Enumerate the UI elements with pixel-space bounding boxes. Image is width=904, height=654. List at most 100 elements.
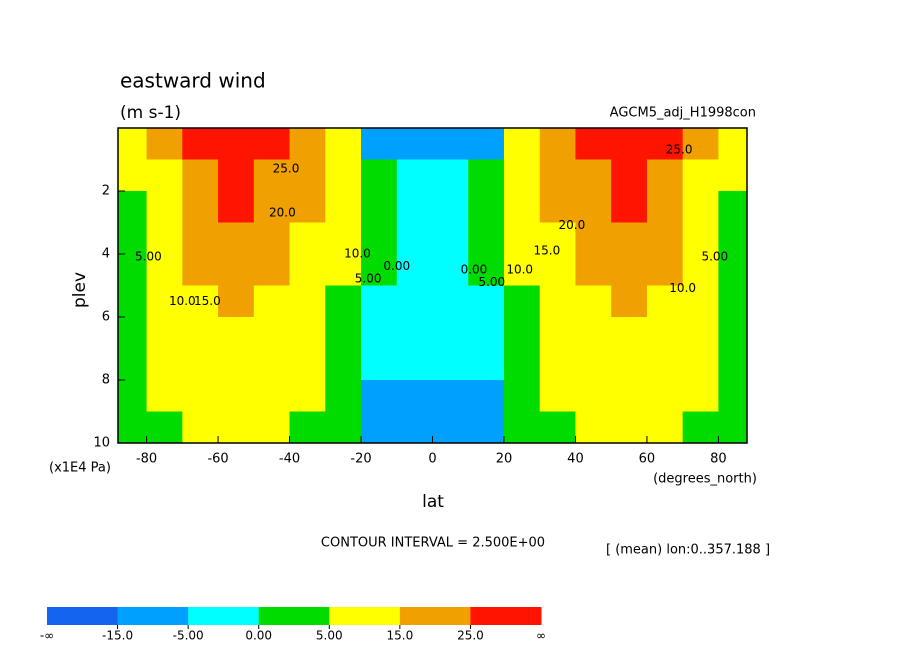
- field-cell: [718, 159, 747, 192]
- field-cell: [361, 159, 398, 192]
- field-cell: [396, 285, 433, 318]
- field-cell: [718, 348, 747, 381]
- field-cell: [396, 317, 433, 349]
- colorbar-box: [399, 607, 471, 625]
- field-cell: [182, 380, 219, 412]
- x-tick-label: -60: [207, 452, 228, 467]
- field-cell: [468, 128, 505, 160]
- contour-label: 0.00: [383, 259, 410, 273]
- field-cell: [718, 317, 747, 349]
- field-cell: [396, 380, 433, 412]
- field-cell: [432, 348, 469, 381]
- field-cell: [503, 191, 541, 223]
- field-cell: [503, 222, 541, 255]
- contour-interval: CONTOUR INTERVAL = 2.500E+00: [321, 536, 545, 551]
- field-cell: [182, 222, 219, 255]
- field-cell: [682, 380, 719, 412]
- field-cell: [646, 317, 684, 349]
- field-cell: [468, 348, 505, 381]
- field-cell: [289, 254, 326, 286]
- field-cell: [146, 191, 183, 223]
- field-cell: [325, 380, 362, 412]
- x-tick-label: -20: [350, 452, 371, 467]
- field-cell: [432, 128, 469, 160]
- field-cell: [575, 317, 612, 349]
- field-cell: [118, 380, 148, 412]
- colorbar-box: [258, 607, 330, 625]
- field-cell: [253, 380, 291, 412]
- field-cell: [218, 348, 255, 381]
- field-cell: [118, 159, 148, 192]
- field-cell: [646, 222, 684, 255]
- field-cell: [682, 159, 719, 192]
- field-cell: [646, 128, 684, 160]
- chart-subtitle: (m s-1): [120, 103, 181, 123]
- contour-label: 25.0: [273, 161, 300, 175]
- colorbar-box: [470, 607, 542, 625]
- field-cell: [253, 285, 291, 318]
- x-tick-label: 40: [567, 452, 584, 467]
- colorbar-label: 25.0: [457, 629, 484, 643]
- field-cell: [146, 285, 183, 318]
- contour-label: 5.00: [478, 275, 505, 289]
- field-cell: [575, 191, 612, 223]
- field-cell: [118, 411, 148, 443]
- field-cell: [718, 191, 747, 223]
- field-cell: [325, 159, 362, 192]
- field-cell: [396, 191, 433, 223]
- field-cell: [218, 222, 255, 255]
- field-cell: [182, 159, 219, 192]
- field-cell: [611, 380, 648, 412]
- contour-label: 10.0: [169, 294, 196, 308]
- field-cell: [539, 128, 576, 160]
- field-cell: [289, 285, 326, 318]
- field-cell: [539, 411, 576, 443]
- field-cell: [503, 348, 541, 381]
- x-tick-label: -40: [279, 452, 300, 467]
- field-cell: [118, 317, 148, 349]
- contour-label: 10.0: [669, 281, 696, 295]
- field-cell: [575, 128, 612, 160]
- field-cell: [146, 128, 183, 160]
- y-tick-label: 10: [93, 436, 110, 451]
- field-cell: [146, 411, 183, 443]
- field-cell: [468, 191, 505, 223]
- field-cell: [718, 411, 747, 443]
- field-cell: [253, 317, 291, 349]
- field-cell: [253, 222, 291, 255]
- y-tick-label: 8: [102, 373, 110, 388]
- field-cell: [646, 348, 684, 381]
- field-cell: [218, 411, 255, 443]
- field-cell: [575, 159, 612, 192]
- field-cell: [289, 191, 326, 223]
- field-cell: [646, 254, 684, 286]
- field-cell: [503, 128, 541, 160]
- field-cell: [253, 191, 291, 223]
- contour-label: 15.0: [534, 243, 561, 257]
- field-cell: [503, 380, 541, 412]
- field-cell: [218, 254, 255, 286]
- x-tick-label: 20: [496, 452, 513, 467]
- field-cell: [325, 222, 362, 255]
- field-cell: [718, 222, 747, 255]
- field-cell: [118, 348, 148, 381]
- field-cell: [468, 317, 505, 349]
- field-cell: [611, 411, 648, 443]
- field-cell: [432, 222, 469, 255]
- field-cell: [253, 159, 291, 192]
- field-cell: [682, 128, 719, 160]
- contour-label: 5.00: [135, 250, 162, 264]
- contour-label: 10.0: [344, 247, 371, 261]
- field-cell: [182, 128, 219, 160]
- field-cell: [682, 317, 719, 349]
- field-cell: [396, 254, 433, 286]
- field-cell: [146, 222, 183, 255]
- field-cell: [289, 222, 326, 255]
- field-cell: [118, 285, 148, 318]
- field-cell: [396, 128, 433, 160]
- field-cell: [611, 317, 648, 349]
- field-cell: [361, 254, 398, 286]
- field-cell: [646, 191, 684, 223]
- field-cell: [361, 317, 398, 349]
- field-cell: [718, 285, 747, 318]
